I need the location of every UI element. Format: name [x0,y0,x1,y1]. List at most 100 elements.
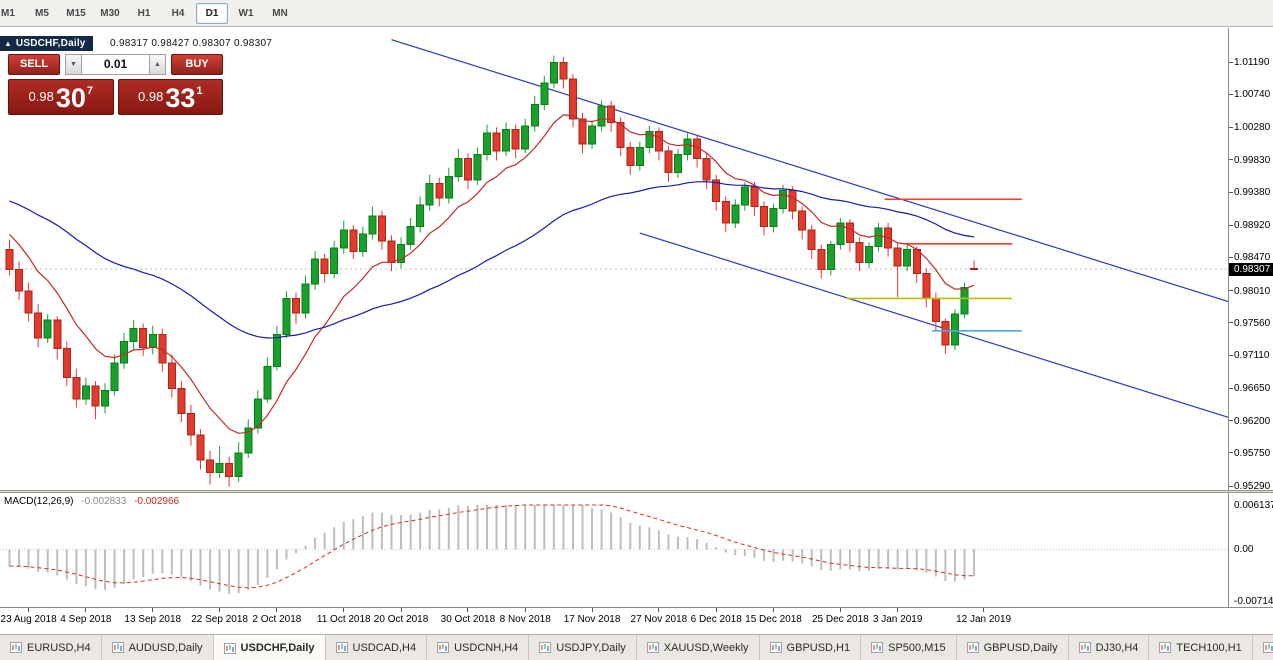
macd-indicator-label: MACD(12,26,9) -0.002833 -0.002966 [4,496,179,507]
chart-tab-gbpusd-daily[interactable]: GBPUSD,Daily [956,635,1069,660]
timeframe-button-m15[interactable]: M15 [66,7,86,19]
timeframe-button-m1[interactable]: M1 [1,7,15,19]
candle [206,459,215,473]
date-tick [152,608,153,612]
date-tick [716,608,717,612]
mini-chart-icon [10,642,22,653]
chart-tab-tech100-h1[interactable]: TECH100,H1 [1149,635,1253,660]
candle [750,186,759,207]
current-price-label: 0.98307 [1229,262,1273,276]
candle [788,190,797,212]
date-tick [28,608,29,612]
candle [826,244,835,271]
candle [253,398,262,429]
timeframe-button-m30[interactable]: M30 [100,7,120,19]
price-axis-label: 0.98470 [1234,252,1271,264]
candle [454,157,463,177]
candle [167,362,176,389]
macd-signal-value: -0.002966 [134,496,180,507]
ma_fast-line[interactable] [9,114,975,434]
trendline[interactable] [391,39,1229,303]
ma_slow-line[interactable] [9,181,975,339]
candle [215,463,224,473]
chart-tab-label: GBPUSD,Daily [983,641,1058,654]
chart-tab-label: USDCHF,Daily [240,642,315,654]
date-axis-label: 22 Sep 2018 [191,614,248,625]
timeframe-button-h4[interactable]: H4 [171,7,185,19]
chart-tab-ukoil-h1[interactable]: UKOil,H1 [1252,635,1273,660]
chart-tab-eurusd-h4[interactable]: EURUSD,H4 [0,635,102,660]
chart-tab-xauusd-weekly[interactable]: XAUUSD,Weekly [636,635,760,660]
price-axis-label: 0.97110 [1234,350,1270,362]
chart-tab-usdchf-daily[interactable]: USDCHF,Daily [213,635,326,660]
buy-price-panel[interactable]: 0.98 33 1 [117,79,223,115]
date-tick [219,608,220,612]
date-axis-label: 15 Dec 2018 [745,614,802,625]
volume-decrease-button[interactable]: ▼ [65,54,82,75]
chart-tab-label: EURUSD,H4 [27,641,91,654]
sell-button[interactable]: SELL [8,54,60,75]
panel-resize-handle[interactable] [0,490,1273,493]
candlestick-chart[interactable] [0,28,1228,490]
candle [110,362,119,391]
candle [836,222,845,246]
candle [225,463,234,478]
candlestick-plot[interactable]: ▲ USDCHF,Daily 0.98317 0.98427 0.98307 0… [0,28,1228,490]
chart-tab-sp500-m15[interactable]: SP500,M15 [861,635,957,660]
date-tick [343,608,344,612]
price-tick [1229,192,1233,193]
macd-plot[interactable]: MACD(12,26,9) -0.002833 -0.002966 [0,493,1228,607]
timeframe-button-h1[interactable]: H1 [137,7,151,19]
date-axis[interactable]: 23 Aug 2018 4 Sep 2018 13 Sep 2018 22 Sep 2… [0,607,1273,634]
chart-tab-audusd-daily[interactable]: AUDUSD,Daily [101,635,214,660]
chart-tab-usdcad-h4[interactable]: USDCAD,H4 [325,635,428,660]
chart-tab-gbpusd-h1[interactable]: GBPUSD,H1 [759,635,862,660]
price-tick [1229,355,1233,356]
candle [292,297,300,314]
date-tick [467,608,468,612]
mini-chart-icon [966,642,979,653]
chart-tab-usdcnh-h4[interactable]: USDCNH,H4 [427,635,530,660]
candle [798,210,807,231]
candle [502,129,511,152]
date-axis-label: 20 Oct 2018 [373,614,429,625]
price-tick [1229,322,1233,323]
timeframe-button-d1[interactable]: D1 [196,2,228,24]
candle [511,129,520,150]
volume-increase-button[interactable]: ▲ [149,54,166,75]
candle [406,226,415,246]
candle [874,227,883,248]
chart-tab-usdjpy-daily[interactable]: USDJPY,Daily [529,635,637,660]
candle [941,320,950,346]
price-axis[interactable]: 0.98307 1.01190 1.00740 1.00280 0.99830 0.99… [1228,28,1273,492]
sell-price-panel[interactable]: 0.98 30 7 [8,79,114,115]
candle [731,204,740,224]
price-axis-label: 0.99380 [1234,187,1271,199]
candle [626,147,635,166]
candle [931,297,940,322]
candle [349,229,358,253]
candle [473,154,482,181]
date-axis-label: 25 Dec 2018 [811,614,869,625]
candle [43,319,52,339]
candle [607,105,616,123]
mini-chart-icon [539,642,552,653]
candle [263,366,272,400]
chart-tab-dj30-h4[interactable]: DJ30,H4 [1068,635,1150,660]
candle [912,249,921,274]
macd-chart[interactable] [0,493,1228,607]
timeframe-button-m5[interactable]: M5 [35,7,49,19]
candle [759,205,768,228]
candle [702,157,711,181]
timeframe-toolbar: M1 M5 M15 M30 H1 H4 D1 W1 MN [0,0,1273,27]
trendline[interactable] [639,232,1228,418]
price-tick [1229,62,1233,63]
buy-button[interactable]: BUY [171,54,223,75]
candle [568,78,577,120]
volume-input[interactable]: 0.01 [82,54,149,75]
candle [616,121,625,149]
timeframe-button-w1[interactable]: W1 [238,7,254,19]
timeframe-button-mn[interactable]: MN [272,7,288,19]
date-axis-label: 17 Nov 2018 [563,614,621,625]
